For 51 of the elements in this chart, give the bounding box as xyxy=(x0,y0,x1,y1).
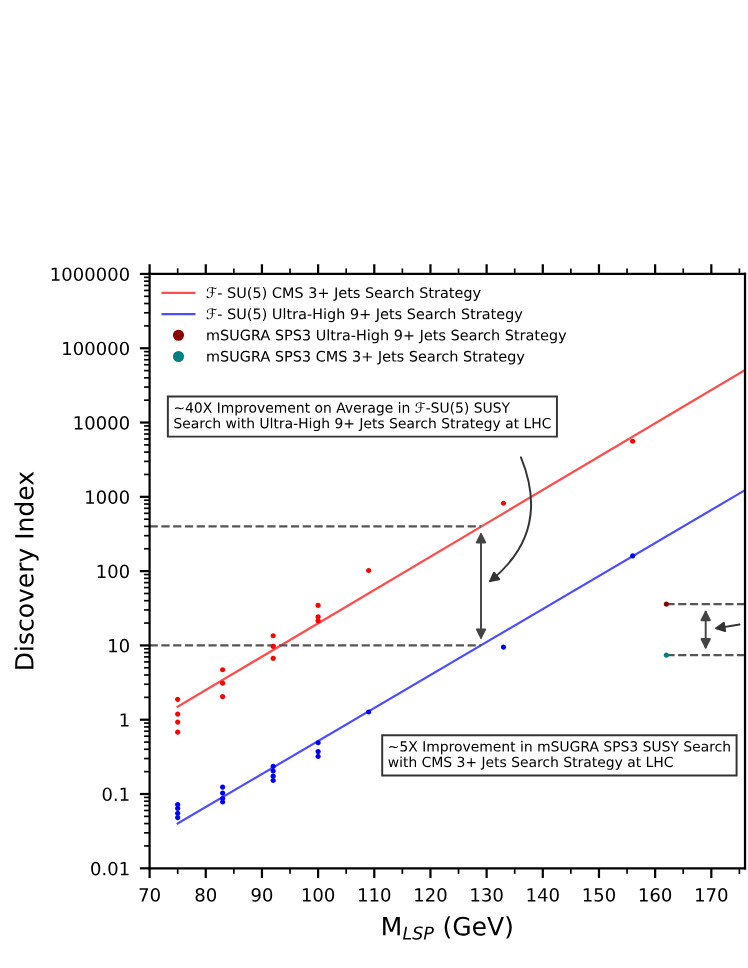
point xyxy=(270,655,276,661)
x-tick-label: 90 xyxy=(251,888,273,902)
x-tick-label: 100 xyxy=(302,888,335,902)
point xyxy=(175,711,181,717)
point xyxy=(175,719,181,725)
point xyxy=(500,644,507,650)
point xyxy=(220,680,226,686)
x-tick-label: 80 xyxy=(195,888,217,902)
point xyxy=(663,601,669,607)
x-tick-label: 170 xyxy=(696,888,728,902)
y-tick-label: 0.01 xyxy=(91,861,129,876)
point xyxy=(175,810,181,816)
x-tick-label: 150 xyxy=(583,888,615,902)
point xyxy=(270,633,276,639)
point xyxy=(220,784,226,790)
point xyxy=(315,749,321,755)
point xyxy=(270,763,276,770)
x-axis-title: M$_{LSP}$ (GeV) xyxy=(383,916,512,940)
y-tick-label: 10000 xyxy=(74,415,129,430)
point xyxy=(366,567,372,574)
x-tick-label: 70 xyxy=(139,888,160,902)
point xyxy=(220,790,226,796)
point xyxy=(270,777,276,784)
y-axis-title: Discovery Index xyxy=(14,471,39,669)
point xyxy=(315,753,321,760)
point xyxy=(175,815,181,821)
x-tick-label: 160 xyxy=(639,888,672,902)
point xyxy=(315,740,321,746)
y-tick-label: 100000 xyxy=(63,341,129,356)
y-tick-label: 10 xyxy=(109,638,129,653)
point xyxy=(630,553,636,559)
point xyxy=(220,694,226,700)
point xyxy=(500,500,507,506)
y-tick-label: 1000000 xyxy=(51,267,129,282)
y-tick-label: 1 xyxy=(120,713,129,727)
y-tick-label: 100 xyxy=(97,564,129,579)
x-tick-label: 110 xyxy=(359,888,391,902)
x-tick-label: 130 xyxy=(471,888,503,902)
point xyxy=(175,729,181,735)
x-tick-label: 140 xyxy=(527,888,559,902)
point xyxy=(270,643,276,649)
point xyxy=(175,696,181,702)
point xyxy=(663,652,669,658)
y-tick-label: 1000 xyxy=(86,490,129,504)
point xyxy=(366,709,372,715)
point xyxy=(220,667,226,673)
point xyxy=(270,768,276,774)
y-tick-label: 0.1 xyxy=(102,787,129,802)
point xyxy=(315,602,321,609)
point xyxy=(630,438,636,444)
x-tick-label: 120 xyxy=(415,888,447,902)
